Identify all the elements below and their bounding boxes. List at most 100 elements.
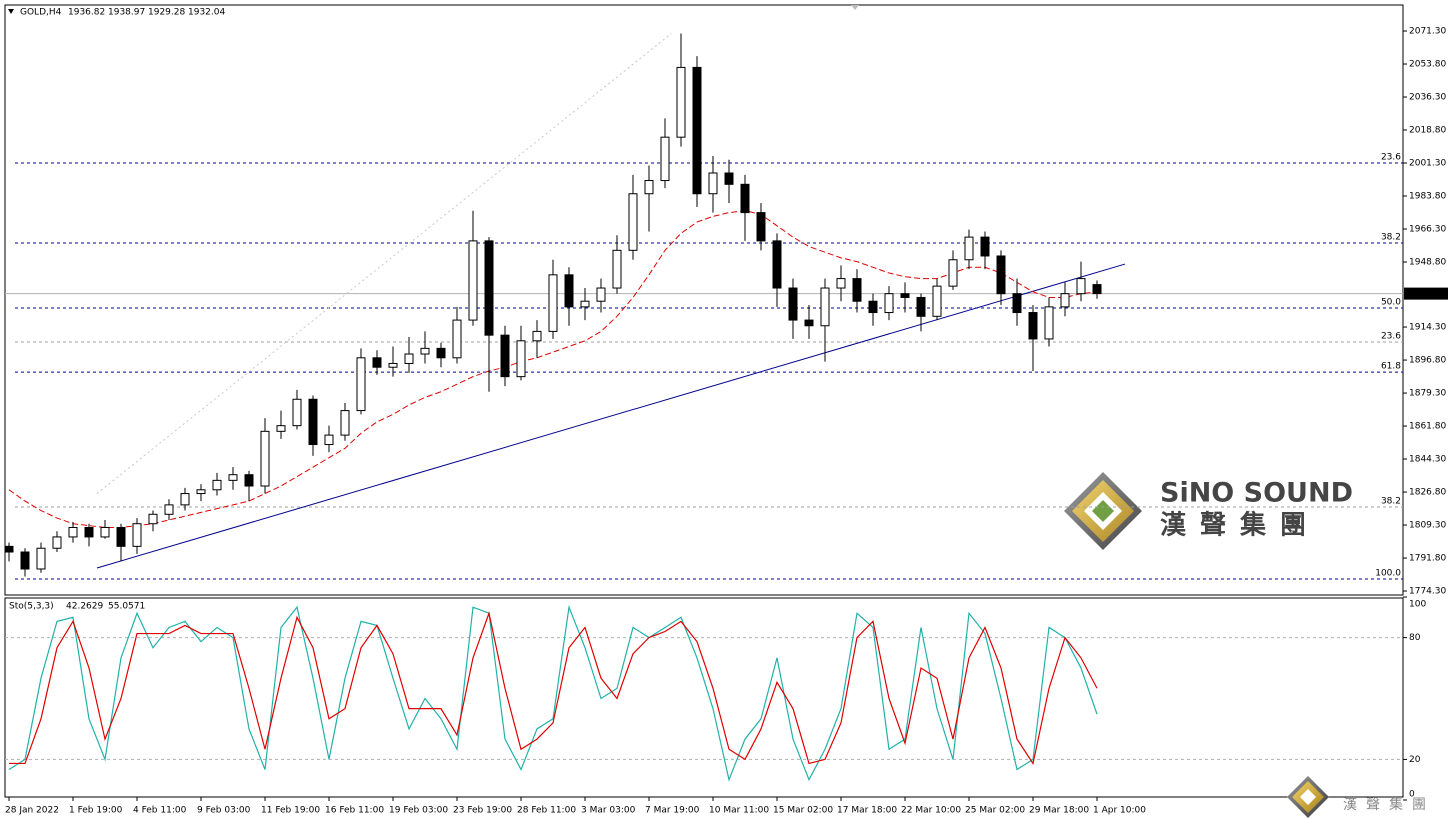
stoch-tick-label: 20 bbox=[1409, 755, 1421, 765]
x-tick-label: 9 Feb 03:00 bbox=[197, 806, 251, 816]
stoch-tick-label: 80 bbox=[1409, 633, 1421, 643]
candle-body bbox=[420, 347, 430, 355]
candle-body bbox=[644, 180, 654, 195]
candle-body bbox=[532, 330, 542, 342]
candle-body bbox=[116, 526, 126, 547]
x-tick-label: 28 Jan 2022 bbox=[5, 806, 59, 816]
menu-triangle bbox=[8, 9, 14, 14]
watermark: SiNO SOUND 漢聲集團 bbox=[1064, 472, 1353, 550]
candle-body bbox=[692, 66, 702, 195]
candle-body bbox=[740, 183, 750, 214]
last-close: 1932.04 bbox=[188, 8, 225, 18]
last-high: 1938.97 bbox=[108, 8, 145, 18]
candle-body bbox=[932, 285, 942, 317]
x-tick-label: 3 Mar 03:00 bbox=[581, 806, 636, 816]
y-tick-label: 1809.30 bbox=[1409, 521, 1446, 531]
candle-body bbox=[980, 236, 990, 257]
x-tick-label: 11 Feb 19:00 bbox=[261, 806, 320, 816]
symbol: GOLD,H4 bbox=[20, 8, 62, 18]
candle-body bbox=[436, 347, 446, 359]
candle-body bbox=[244, 474, 254, 487]
x-tick-label: 22 Mar 10:00 bbox=[901, 806, 961, 816]
y-tick-label: 1879.30 bbox=[1409, 389, 1446, 399]
stoch-signal-reading: 55.0571 bbox=[108, 602, 145, 612]
y-tick-label: 1966.30 bbox=[1409, 225, 1446, 235]
x-tick-label: 28 Feb 11:00 bbox=[517, 806, 576, 816]
candle-body bbox=[772, 240, 782, 289]
candle-body bbox=[20, 551, 30, 570]
y-tick-label: 2018.80 bbox=[1409, 126, 1446, 136]
y-tick-label: 1914.30 bbox=[1409, 323, 1446, 333]
candle-body bbox=[804, 319, 814, 327]
candle-body bbox=[612, 249, 622, 289]
last-low: 1929.28 bbox=[148, 8, 185, 18]
x-tick-label: 7 Mar 19:00 bbox=[645, 806, 700, 816]
candle-body bbox=[1092, 284, 1102, 295]
candle-body bbox=[1044, 306, 1054, 340]
candle-body bbox=[148, 513, 158, 525]
y-tick-label: 1896.80 bbox=[1409, 356, 1446, 366]
candle-body bbox=[500, 334, 510, 378]
footer-logo: 漢聲集團 bbox=[1287, 776, 1435, 818]
axes: GOLD,H4 1936.82 1938.97 1929.28 1932.042071.… bbox=[5, 8, 1448, 816]
candle-body bbox=[36, 547, 46, 570]
candle-body bbox=[132, 523, 142, 547]
watermark-chinese: 漢聲集團 bbox=[1160, 510, 1320, 541]
candle-body bbox=[228, 474, 238, 481]
x-tick-label: 4 Feb 11:00 bbox=[133, 806, 187, 816]
y-tick-label: 1774.30 bbox=[1409, 587, 1446, 597]
candle-body bbox=[308, 398, 318, 446]
x-tick-label: 10 Mar 11:00 bbox=[709, 806, 769, 816]
candle-body bbox=[5, 545, 14, 553]
y-tick-label: 2001.30 bbox=[1409, 159, 1446, 169]
y-tick-label: 1983.80 bbox=[1409, 192, 1446, 202]
candle-body bbox=[52, 536, 62, 549]
scroll-marker bbox=[851, 5, 859, 10]
candle-body bbox=[1012, 293, 1022, 314]
candle-body bbox=[756, 212, 766, 242]
candle-body bbox=[292, 398, 302, 427]
stoch-plot bbox=[5, 604, 1403, 782]
candle-body bbox=[1060, 293, 1070, 308]
x-tick-label: 23 Feb 19:00 bbox=[453, 806, 512, 816]
candle-body bbox=[260, 430, 270, 487]
candle-body bbox=[916, 296, 926, 317]
x-tick-label: 15 Mar 02:00 bbox=[773, 806, 833, 816]
candle-body bbox=[164, 504, 174, 515]
y-tick-label: 1948.80 bbox=[1409, 258, 1446, 268]
candle-body bbox=[196, 489, 206, 495]
y-tick-label: 2036.30 bbox=[1409, 93, 1446, 103]
candle-body bbox=[340, 410, 350, 436]
candle-body bbox=[820, 287, 830, 327]
candle-body bbox=[836, 278, 846, 289]
x-tick-label: 25 Mar 02:00 bbox=[965, 806, 1025, 816]
candle-body bbox=[964, 236, 974, 261]
candle-body bbox=[516, 340, 526, 378]
candle-body bbox=[180, 493, 190, 506]
candle-body bbox=[388, 362, 398, 368]
candle-body bbox=[1076, 278, 1086, 295]
candle-body bbox=[900, 293, 910, 298]
footer-chinese: 漢聲集團 bbox=[1343, 796, 1435, 813]
x-tick-label: 29 Mar 18:00 bbox=[1029, 806, 1089, 816]
candle-body bbox=[788, 287, 798, 321]
candle-body bbox=[660, 136, 670, 182]
fib-label: 50.0 bbox=[1381, 298, 1401, 308]
stoch-tick-label: 0 bbox=[1409, 790, 1415, 800]
stoch-main-reading: 42.2629 bbox=[66, 602, 103, 612]
candle-body bbox=[468, 240, 478, 321]
fib-label: 38.2 bbox=[1381, 496, 1401, 506]
candle-body bbox=[452, 319, 462, 359]
fib-label: 100.0 bbox=[1375, 568, 1401, 578]
last-open: 1936.82 bbox=[68, 8, 105, 18]
current-price-box bbox=[1404, 287, 1448, 300]
candle-body bbox=[68, 526, 78, 538]
y-tick-label: 1844.30 bbox=[1409, 455, 1446, 465]
fib-label: 23.6 bbox=[1381, 331, 1401, 341]
candle-body bbox=[884, 293, 894, 314]
candle-body bbox=[996, 255, 1006, 295]
candle-body bbox=[708, 172, 718, 195]
candle-body bbox=[212, 479, 222, 491]
